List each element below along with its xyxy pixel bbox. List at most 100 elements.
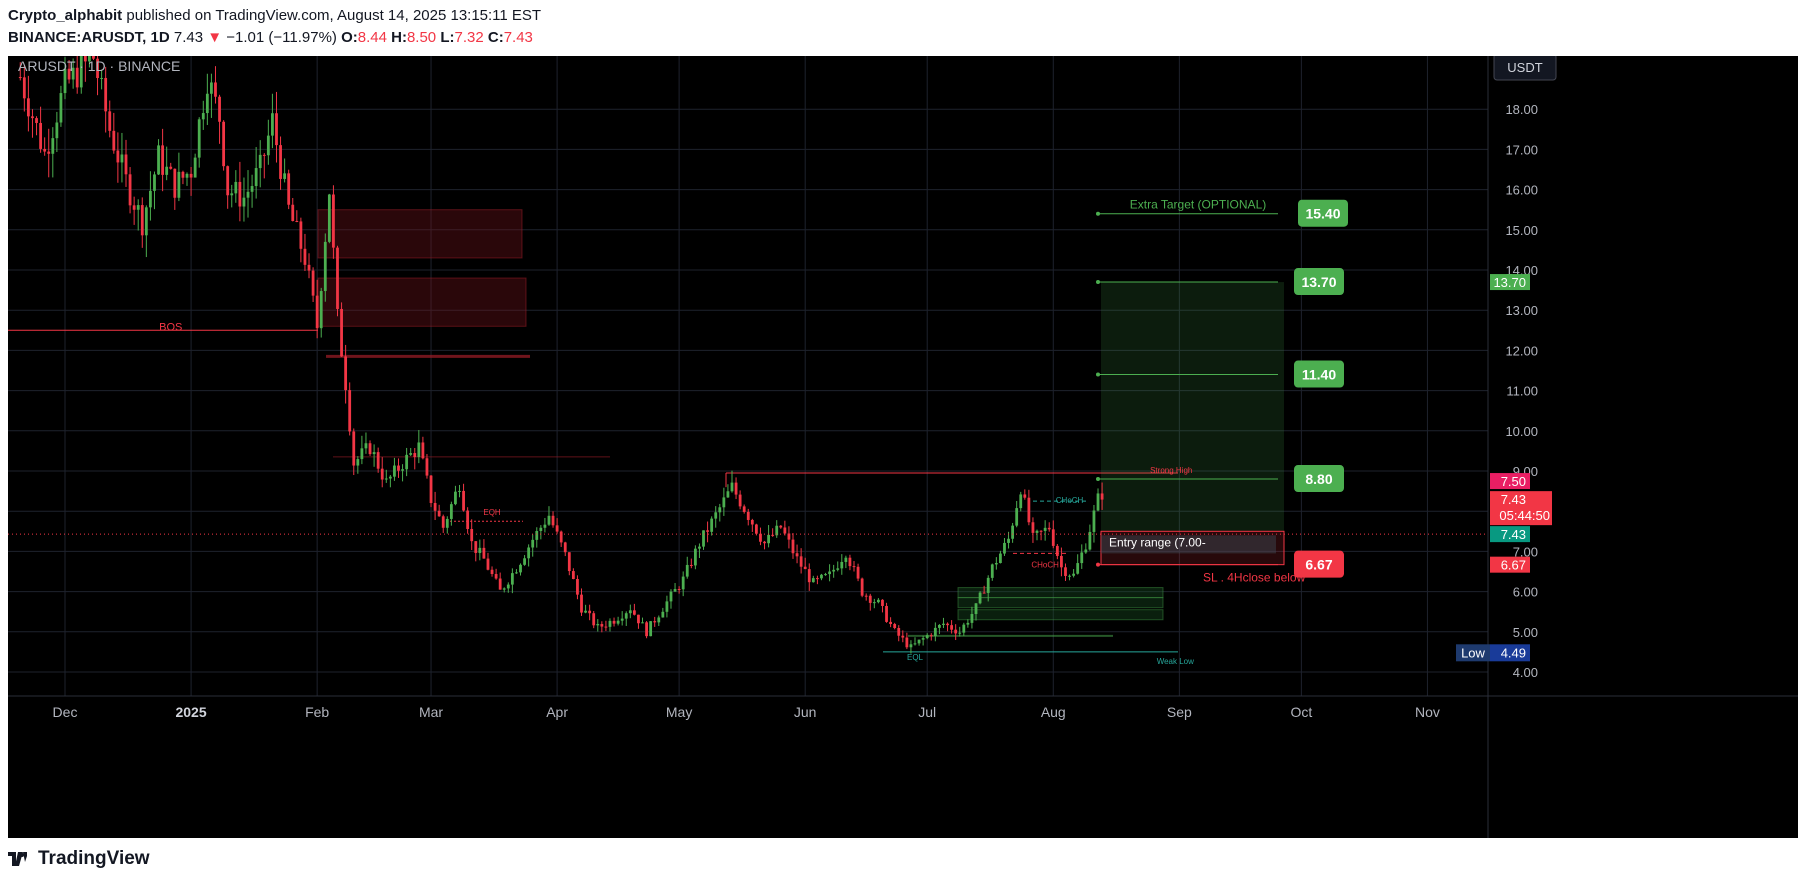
candle-body [449, 504, 453, 519]
candle-body [917, 639, 921, 644]
candle-body [218, 96, 221, 122]
high-value: 8.50 [406, 29, 437, 46]
candle-body [26, 98, 30, 117]
level-badge-text: 11.40 [1302, 367, 1336, 383]
x-tick-label: Apr [546, 704, 568, 720]
level-badge [1294, 268, 1344, 296]
candle-body [71, 67, 75, 80]
candle-body [872, 602, 876, 604]
level-label: Extra Target (OPTIONAL) [1130, 198, 1266, 212]
candle-body [116, 150, 120, 163]
candle-body [413, 453, 417, 458]
candle-body [665, 601, 669, 612]
currency-button[interactable]: USDT [1493, 53, 1557, 81]
candle-body [39, 122, 42, 149]
candle-body [848, 557, 852, 567]
candle-body [604, 626, 608, 628]
candle-body [787, 533, 791, 540]
level-dot [1096, 372, 1100, 377]
entry-range-label: Entry range (7.00- [1109, 535, 1206, 549]
candle-body [51, 138, 55, 154]
candle-body [397, 465, 400, 471]
x-tick-label: Jun [794, 704, 817, 720]
candle-body [466, 510, 470, 529]
symbol-label: BINANCE:ARUSDT, 1D [8, 29, 170, 46]
candle-body [478, 547, 482, 553]
low-value: 7.32 [454, 29, 484, 46]
price-chart[interactable]: 15.40 13.70 11.40 8.80 6.67 Entry range (7.0… [8, 40, 1798, 838]
candle-body [1011, 525, 1015, 539]
y-tick-label: 6.00 [1513, 585, 1538, 600]
candle-body [502, 588, 506, 590]
y-tick-label: 12.00 [1505, 343, 1538, 358]
candle-body [767, 534, 770, 544]
candle-body [616, 620, 620, 624]
candle-body [120, 154, 124, 163]
eql-label: EQL [907, 653, 924, 662]
candle-body [942, 623, 945, 626]
candle-body [283, 173, 287, 179]
level-badge-text: 8.80 [1305, 471, 1332, 487]
candle-body [881, 599, 884, 606]
candle-body [600, 624, 604, 627]
candle-body [474, 541, 478, 553]
candle-body [63, 68, 67, 94]
x-tick-label: Feb [305, 704, 329, 720]
open-value: 8.44 [357, 29, 387, 46]
candle-body [836, 568, 840, 570]
eqh-label: EQH [483, 508, 501, 517]
candle-body [307, 264, 311, 271]
y-tick-label: 17.00 [1505, 142, 1538, 157]
x-tick-label: Nov [1415, 704, 1440, 720]
candle-body [108, 111, 112, 131]
tradingview-logo[interactable]: TradingView [8, 848, 150, 870]
candle-body [92, 55, 95, 59]
candle-body [22, 77, 26, 99]
candle-body [698, 546, 701, 549]
candle-body [1064, 567, 1067, 576]
publisher-line: Crypto_alphabit published on TradingView… [8, 7, 541, 24]
candle-body [140, 205, 144, 236]
candle-body [364, 443, 368, 449]
candle-body [149, 190, 152, 208]
candle-body [710, 518, 714, 532]
y-tick-label: 4.00 [1513, 665, 1538, 680]
candle-body [828, 571, 831, 575]
candle-body [738, 494, 742, 507]
scale-badge-last-text: 7.43 [1501, 492, 1526, 507]
candle-body [222, 121, 226, 167]
candle-body [332, 194, 335, 248]
candle-body [897, 627, 901, 636]
candle-body [982, 592, 986, 594]
candle-body [693, 548, 697, 566]
candle-body [677, 588, 681, 590]
x-tick-label: May [666, 704, 692, 720]
scale-badge-last-close-text: 7.43 [1501, 527, 1526, 542]
level-badge [1294, 550, 1344, 578]
candle-body [193, 157, 197, 178]
author-name[interactable]: Crypto_alphabit [8, 7, 123, 24]
tradingview-logo-icon [8, 852, 27, 866]
candle-body [266, 135, 270, 156]
candle-body [746, 511, 750, 520]
candle-body [1072, 573, 1076, 576]
candle-body [531, 539, 535, 548]
candle-body [641, 622, 644, 624]
candle-body [555, 525, 559, 532]
level-dot [1096, 280, 1100, 285]
candle-body [909, 644, 913, 648]
candle-body [706, 530, 709, 532]
candle-body [779, 525, 783, 528]
candle-body [79, 55, 83, 88]
candle-body [539, 527, 543, 531]
candle-body [486, 558, 490, 570]
candle-body [938, 625, 941, 628]
candle-body [962, 624, 966, 633]
candle-body [1023, 494, 1027, 498]
scale-badge-strong-high-text: 7.50 [1501, 474, 1526, 489]
candle-body [925, 635, 929, 639]
candle-body [380, 468, 384, 480]
chart-area[interactable]: 15.40 13.70 11.40 8.80 6.67 Entry range (7.0… [8, 40, 1798, 838]
level-dot [1096, 477, 1100, 482]
level-badge-text: 15.40 [1305, 206, 1340, 222]
